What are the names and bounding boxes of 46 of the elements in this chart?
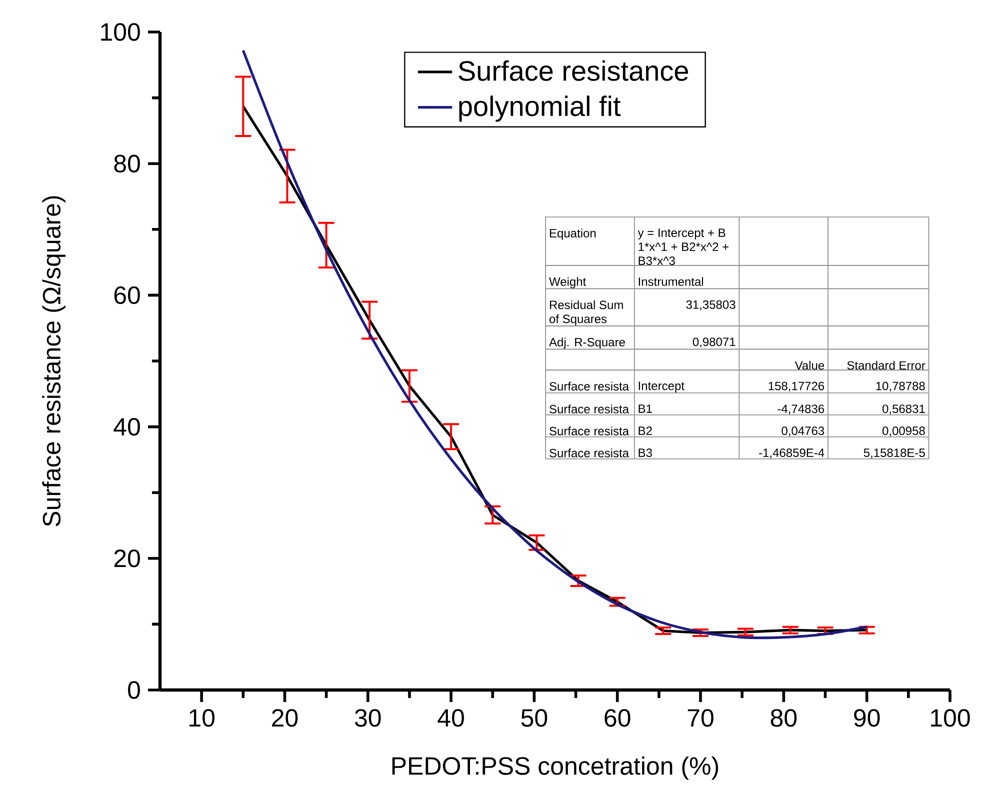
annotation: Weight — [549, 277, 586, 288]
annotation: Intercept — [638, 382, 684, 392]
annotation: Value — [794, 360, 824, 370]
x-tick-label: 20 — [272, 709, 298, 727]
annotation: Instrumental — [638, 277, 704, 286]
annotation: Adj. R-Square — [549, 338, 625, 349]
annotation: 10,78788 — [876, 382, 925, 392]
annotation: Surface resista — [550, 382, 630, 391]
annotation: B3 — [638, 448, 652, 458]
annotation: 0,04763 — [782, 426, 824, 436]
annotation: B2 — [638, 426, 652, 435]
y-tick-label: 20 — [114, 550, 140, 568]
annotation: 5,15818E-5 — [864, 448, 925, 458]
legend-label: Surface resistance — [458, 60, 688, 81]
x-tick-label: 70 — [688, 709, 714, 727]
annotation: Surface resista — [550, 448, 630, 458]
annotation: Surface resista — [550, 404, 630, 414]
x-tick-label: 50 — [521, 709, 548, 727]
annotation: -1,46859E-4 — [759, 448, 824, 458]
x-tick-label: 60 — [604, 709, 630, 727]
x-tick-label: 90 — [854, 709, 880, 727]
y-axis-title: Surface resistance (Ω/square) — [42, 196, 66, 526]
annotation: 0,00958 — [882, 426, 925, 436]
annotation: Equation — [550, 228, 596, 240]
annotation: -4,74836 — [778, 404, 824, 414]
annotation: B1 — [638, 404, 652, 413]
x-tick-label: 30 — [354, 709, 381, 727]
annotation: y = Intercept + B 1*x^1 + B2*x^2 + B3*x^3 — [638, 228, 729, 266]
x-tick-label: 80 — [770, 709, 797, 727]
x-tick-label: 40 — [438, 709, 464, 727]
x-tick-label: 10 — [190, 709, 214, 727]
legend-label: polynomial fit — [459, 96, 621, 122]
annotation: 31,35803 — [686, 300, 736, 310]
y-tick-label: 60 — [114, 286, 140, 304]
y-tick-label: 0 — [128, 681, 140, 699]
annotation: Standard Error — [847, 360, 926, 370]
x-axis-title: PEDOT:PSS concetration (%) — [392, 756, 718, 780]
annotation: Surface resista — [550, 426, 630, 436]
x-tick-label: 100 — [931, 709, 970, 727]
y-tick-label: 100 — [101, 23, 140, 41]
annotation: 158,17726 — [768, 382, 824, 392]
annotation: 0,56831 — [882, 404, 925, 414]
y-tick-label: 80 — [114, 154, 140, 172]
annotation: Residual Sum of Squares — [550, 300, 623, 326]
y-tick-label: 40 — [114, 418, 140, 436]
annotation: 0,98071 — [692, 338, 736, 348]
